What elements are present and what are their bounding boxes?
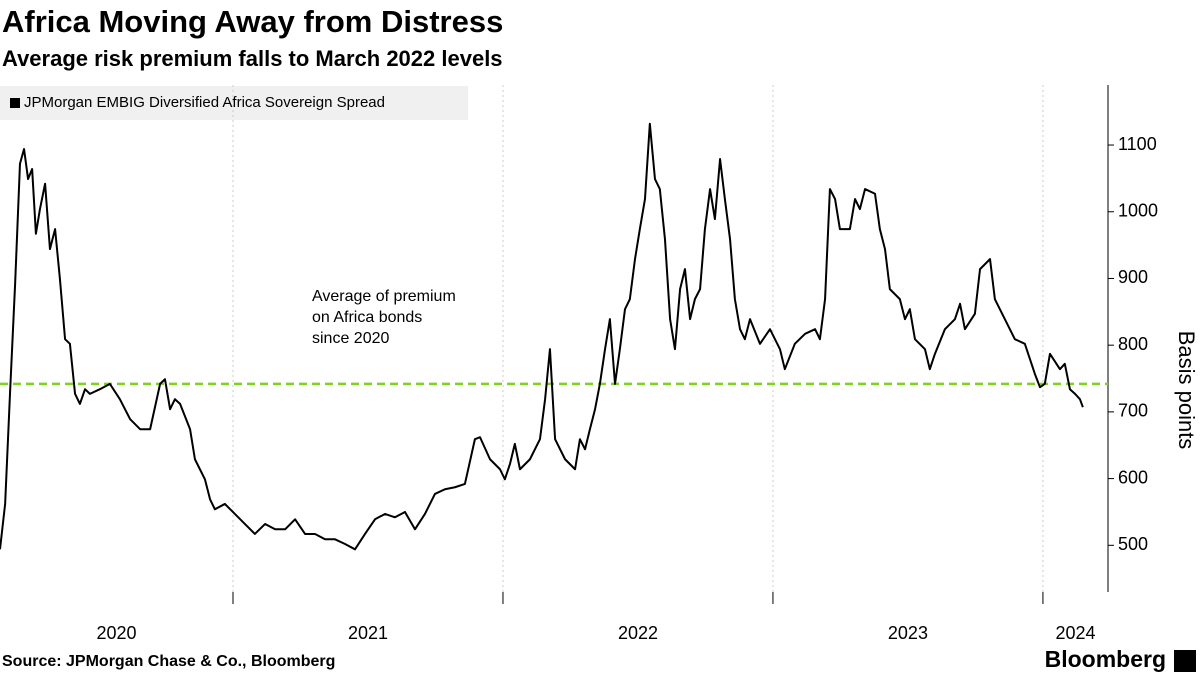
chart-subtitle: Average risk premium falls to March 2022… [2,46,503,71]
annotation: since 2020 [312,330,389,347]
legend-swatch [10,98,20,108]
y-tick-label: 800 [1118,334,1148,354]
annotation: on Africa bonds [312,309,422,326]
x-tick-label: 2020 [96,623,136,643]
brand-icon [1174,650,1196,672]
y-tick-label: 500 [1118,534,1148,554]
chart-title: Africa Moving Away from Distress [2,4,503,39]
source-note: Source: JPMorgan Chase & Co., Bloomberg [2,653,335,670]
y-tick-label: 600 [1118,467,1148,487]
x-tick-label: 2021 [348,623,388,643]
y-tick-label: 900 [1118,267,1148,287]
data-line [0,122,1084,551]
y-axis-title: Basis points [1174,331,1199,450]
y-tick-label: 700 [1118,401,1148,421]
brand-logo: Bloomberg [1045,646,1166,672]
y-tick-label: 1100 [1118,134,1157,154]
x-tick-label: 2022 [618,623,658,643]
annotation: Average of premium [312,288,456,305]
legend-label: JPMorgan EMBIG Diversified Africa Sovere… [24,94,385,111]
y-tick-label: 1000 [1118,201,1158,221]
x-tick-label: 2024 [1055,623,1095,643]
x-tick-label: 2023 [888,623,928,643]
legend-box [0,86,468,120]
